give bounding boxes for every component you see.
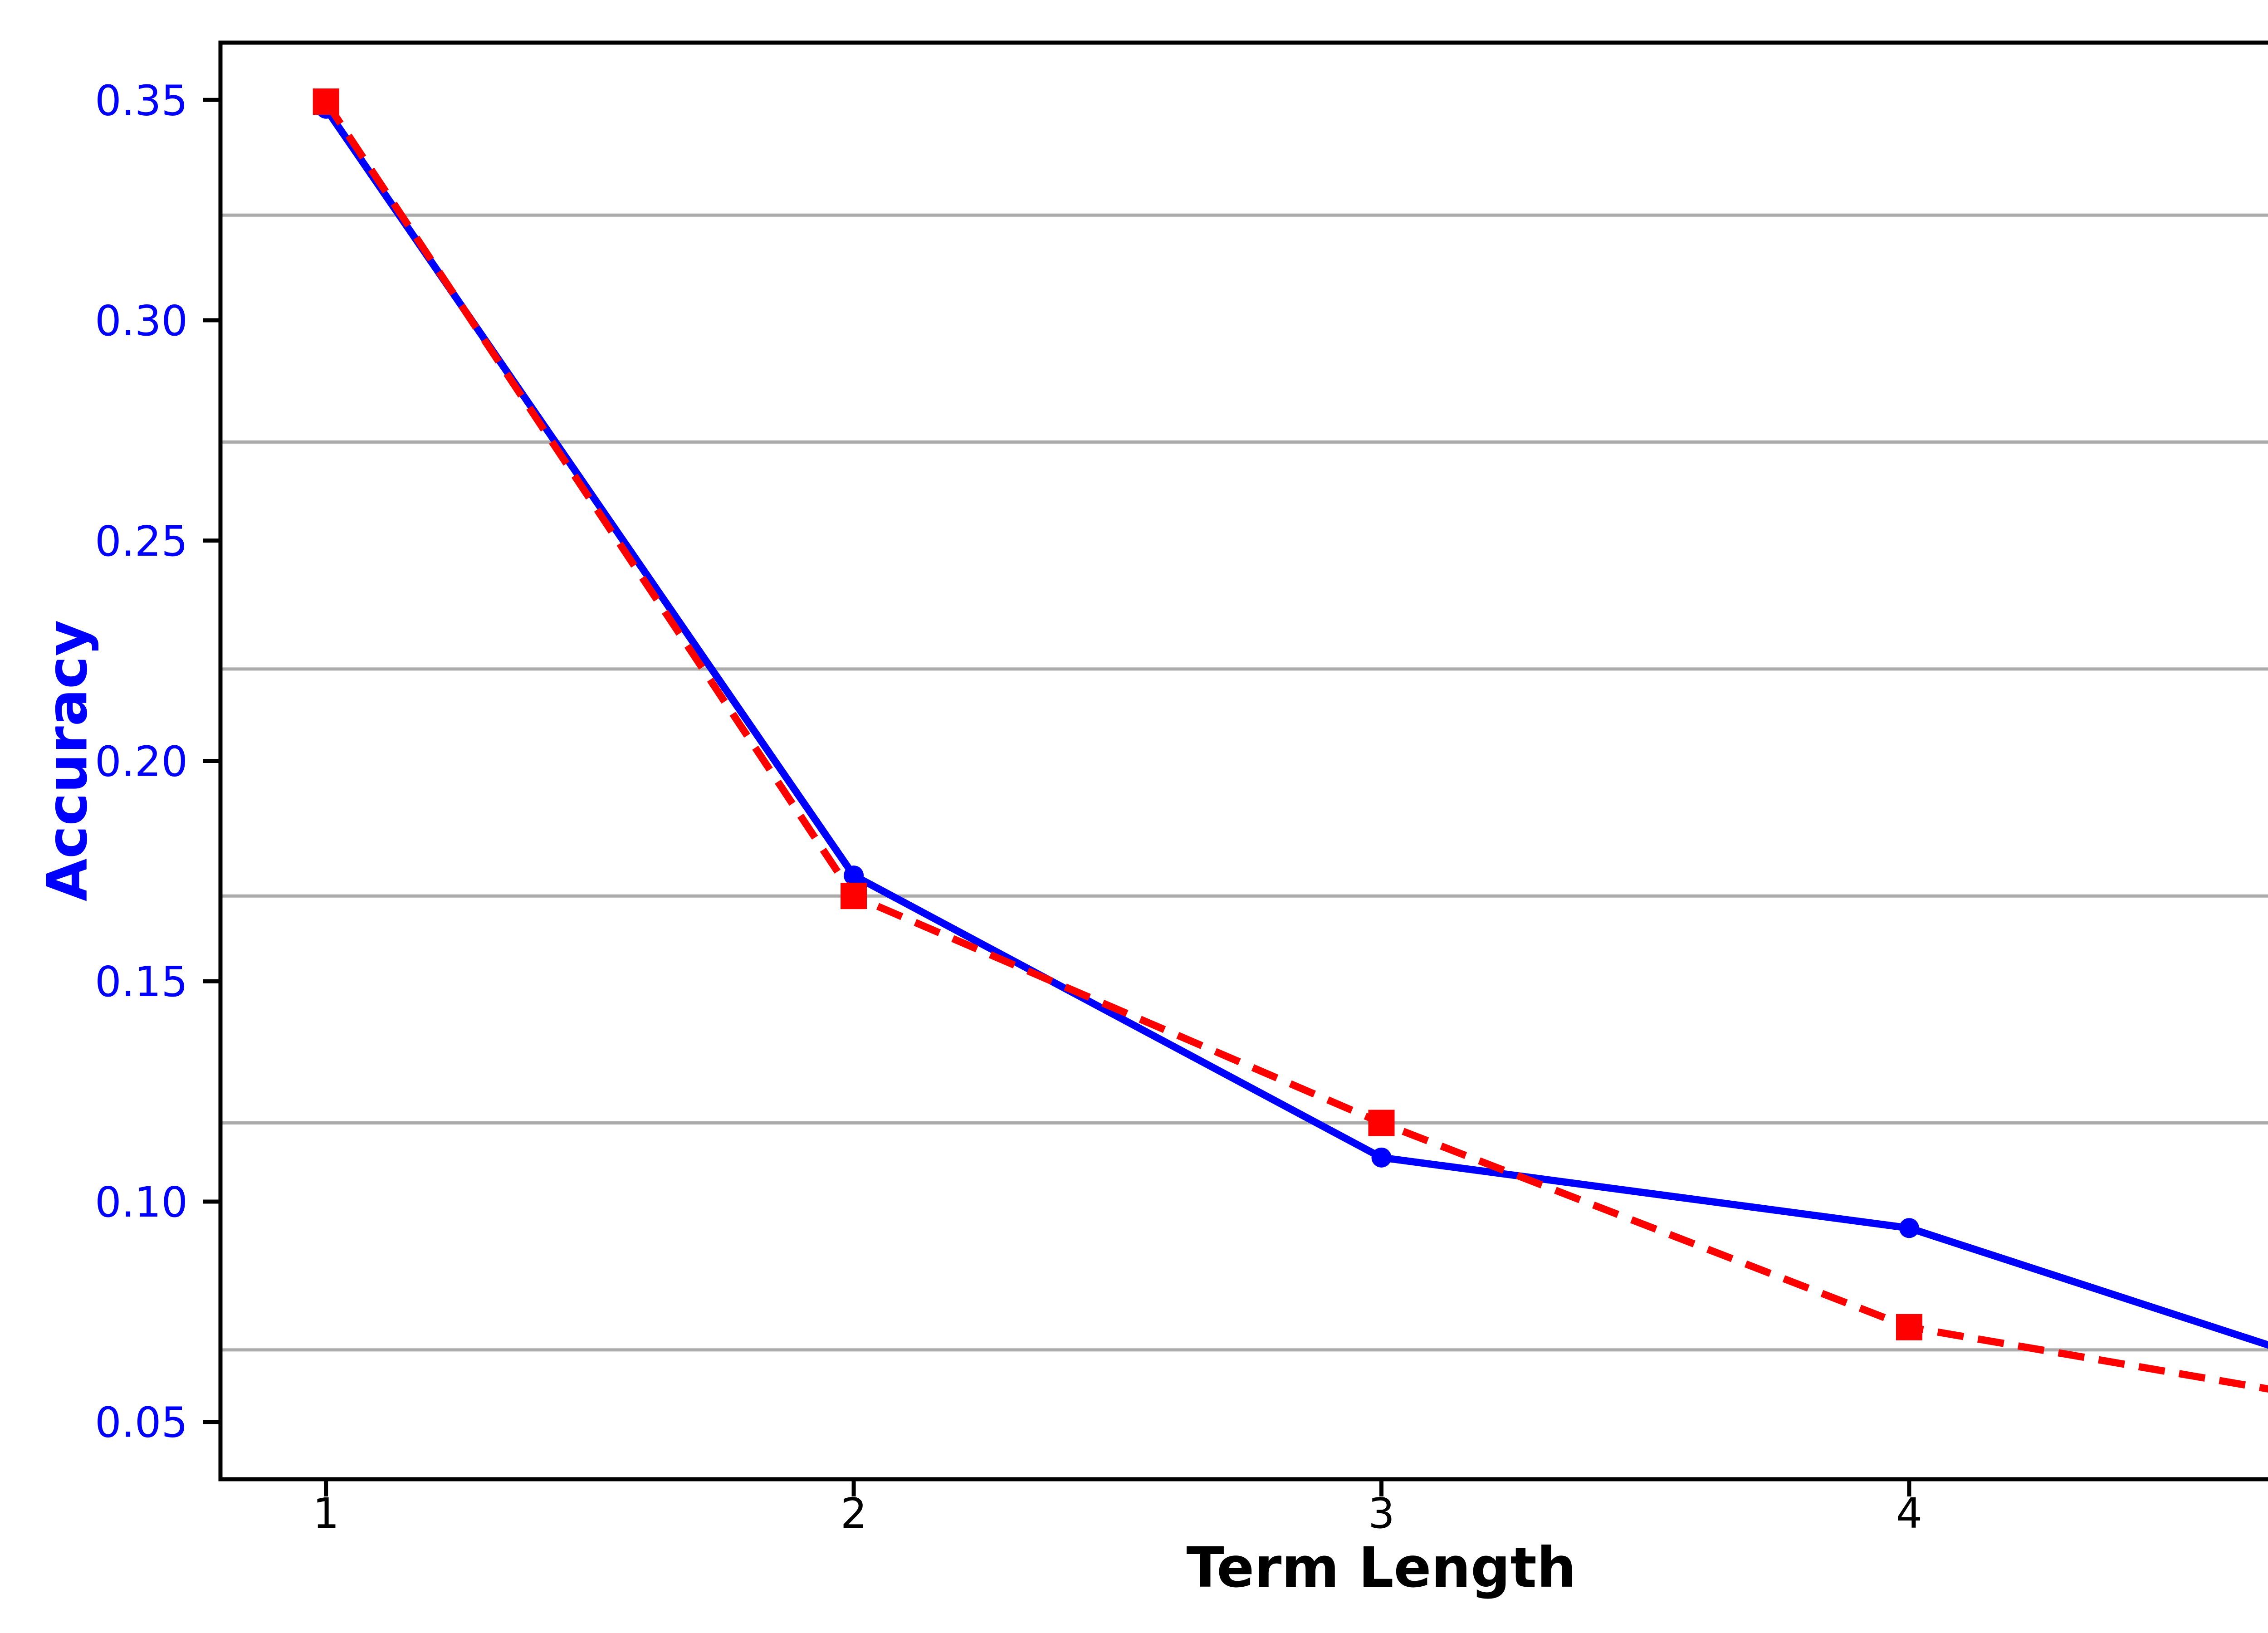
left-axis-title: Accuracy (35, 620, 100, 901)
term-frequency-marker (1896, 1314, 1922, 1340)
left-tick-label: 0.20 (95, 738, 188, 786)
left-tick-label: 0.35 (95, 76, 188, 125)
left-tick-label: 0.05 (95, 1398, 188, 1447)
left-tick-label: 0.30 (95, 297, 188, 345)
term-frequency-marker (841, 883, 867, 909)
x-tick-label: 4 (1896, 1489, 1923, 1538)
gridlines-layer (220, 213, 2268, 1352)
series-layer (313, 88, 2268, 1393)
tick-labels-layer: 123450.350.300.250.200.150.100.056050403… (95, 76, 1923, 1538)
plot-border (218, 40, 2268, 1481)
plot-border-layer (218, 40, 2268, 1481)
x-tick-label: 3 (1368, 1489, 1395, 1538)
left-tick-label: 0.10 (95, 1178, 188, 1227)
accuracy-line (323, 107, 2268, 1349)
term-frequency-marker (313, 88, 339, 115)
left-tick-label: 0.15 (95, 958, 188, 1006)
term-frequency-marker (1368, 1110, 1395, 1136)
accuracy-marker (1899, 1218, 1919, 1238)
x-tick-label: 2 (841, 1489, 867, 1538)
accuracy-marker (1371, 1147, 1392, 1168)
x-axis-title: Term Length (1186, 1535, 1576, 1600)
x-tick-label: 1 (313, 1489, 339, 1538)
ticks-layer (203, 98, 1911, 1496)
term-frequency-line (323, 99, 2268, 1393)
left-tick-label: 0.25 (95, 517, 188, 566)
accuracy-marker (844, 865, 864, 886)
